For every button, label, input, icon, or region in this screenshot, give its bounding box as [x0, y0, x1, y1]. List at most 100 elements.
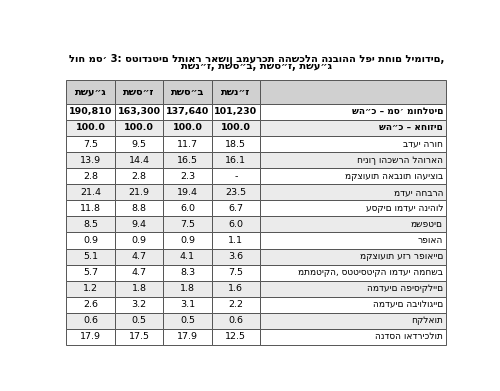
- Bar: [163, 249, 212, 265]
- Text: 0.9: 0.9: [132, 236, 146, 245]
- Text: 1.8: 1.8: [180, 284, 195, 293]
- Bar: [66, 136, 115, 152]
- Text: 6.7: 6.7: [228, 204, 244, 213]
- Text: תשס״ז: תשס״ז: [124, 87, 154, 97]
- Text: מקצועות עזר רפואיים: מקצועות עזר רפואיים: [360, 252, 443, 261]
- Text: 2.6: 2.6: [83, 300, 98, 309]
- Bar: [163, 136, 212, 152]
- Text: 4.1: 4.1: [180, 252, 195, 261]
- Bar: [260, 297, 446, 313]
- Text: 5.7: 5.7: [83, 268, 98, 277]
- Bar: [163, 168, 212, 184]
- Bar: [115, 313, 163, 329]
- Bar: [163, 104, 212, 120]
- Text: 101,230: 101,230: [214, 108, 258, 117]
- Bar: [115, 265, 163, 281]
- Text: 1.6: 1.6: [228, 284, 244, 293]
- Bar: [115, 104, 163, 120]
- Bar: [260, 265, 446, 281]
- Text: 17.5: 17.5: [128, 332, 150, 341]
- Text: 11.8: 11.8: [80, 204, 101, 213]
- Bar: [163, 80, 212, 104]
- Bar: [115, 216, 163, 233]
- Text: 23.5: 23.5: [226, 188, 246, 197]
- Bar: [115, 281, 163, 297]
- Bar: [212, 249, 260, 265]
- Text: חינוך והכשרה להוראה: חינוך והכשרה להוראה: [357, 156, 443, 165]
- Bar: [163, 281, 212, 297]
- Text: המדעים הפיסיקליים: המדעים הפיסיקליים: [367, 284, 443, 293]
- Text: 0.9: 0.9: [180, 236, 195, 245]
- Text: 3.2: 3.2: [132, 300, 146, 309]
- Bar: [212, 281, 260, 297]
- Bar: [163, 152, 212, 168]
- Bar: [260, 136, 446, 152]
- Text: 12.5: 12.5: [226, 332, 246, 341]
- Bar: [260, 152, 446, 168]
- Text: רפואה: רפואה: [418, 236, 443, 245]
- Bar: [212, 233, 260, 249]
- Bar: [163, 200, 212, 216]
- Text: 163,300: 163,300: [118, 108, 160, 117]
- Bar: [115, 120, 163, 136]
- Text: המדעים הביולוגיים: המדעים הביולוגיים: [373, 300, 443, 309]
- Bar: [260, 216, 446, 233]
- Bar: [212, 313, 260, 329]
- Text: 2.3: 2.3: [180, 172, 195, 181]
- Bar: [115, 80, 163, 104]
- Bar: [260, 104, 446, 120]
- Bar: [66, 329, 115, 345]
- Text: 21.4: 21.4: [80, 188, 101, 197]
- Text: 0.5: 0.5: [132, 316, 146, 325]
- Bar: [66, 120, 115, 136]
- Text: 8.8: 8.8: [132, 204, 146, 213]
- Text: 4.7: 4.7: [132, 268, 146, 277]
- Text: שה״כ – אחוזים: שה״כ – אחוזים: [379, 124, 443, 133]
- Bar: [260, 249, 446, 265]
- Text: 2.8: 2.8: [83, 172, 98, 181]
- Text: 0.9: 0.9: [83, 236, 98, 245]
- Bar: [260, 281, 446, 297]
- Text: 18.5: 18.5: [226, 140, 246, 149]
- Text: תשנ״ז, תשס״ב, תשס״ז, תשע״ג: תשנ״ז, תשס״ב, תשס״ז, תשע״ג: [181, 61, 332, 72]
- Text: 17.9: 17.9: [177, 332, 198, 341]
- Text: 16.1: 16.1: [226, 156, 246, 165]
- Bar: [66, 297, 115, 313]
- Text: 100.0: 100.0: [76, 124, 106, 133]
- Bar: [260, 329, 446, 345]
- Bar: [66, 265, 115, 281]
- Text: 3.6: 3.6: [228, 252, 244, 261]
- Bar: [66, 313, 115, 329]
- Text: 4.7: 4.7: [132, 252, 146, 261]
- Bar: [163, 216, 212, 233]
- Bar: [115, 233, 163, 249]
- Bar: [260, 200, 446, 216]
- Text: 100.0: 100.0: [172, 124, 203, 133]
- Text: 3.1: 3.1: [180, 300, 195, 309]
- Bar: [212, 120, 260, 136]
- Text: -: -: [234, 172, 237, 181]
- Text: 190,810: 190,810: [69, 108, 112, 117]
- Text: עסקים ומדעי הניהול: עסקים ומדעי הניהול: [366, 204, 443, 213]
- Bar: [66, 216, 115, 233]
- Bar: [212, 168, 260, 184]
- Text: 1.8: 1.8: [132, 284, 146, 293]
- Bar: [212, 184, 260, 200]
- Bar: [115, 184, 163, 200]
- Text: 9.5: 9.5: [132, 140, 146, 149]
- Bar: [260, 168, 446, 184]
- Bar: [260, 233, 446, 249]
- Text: 6.0: 6.0: [180, 204, 195, 213]
- Bar: [260, 120, 446, 136]
- Bar: [212, 152, 260, 168]
- Bar: [115, 249, 163, 265]
- Bar: [212, 200, 260, 216]
- Text: 7.5: 7.5: [228, 268, 244, 277]
- Text: 17.9: 17.9: [80, 332, 101, 341]
- Bar: [66, 80, 115, 104]
- Text: 0.6: 0.6: [83, 316, 98, 325]
- Bar: [115, 152, 163, 168]
- Text: מקצועות האבנות והעיצוב: מקצועות האבנות והעיצוב: [345, 172, 443, 181]
- Text: 100.0: 100.0: [124, 124, 154, 133]
- Bar: [66, 152, 115, 168]
